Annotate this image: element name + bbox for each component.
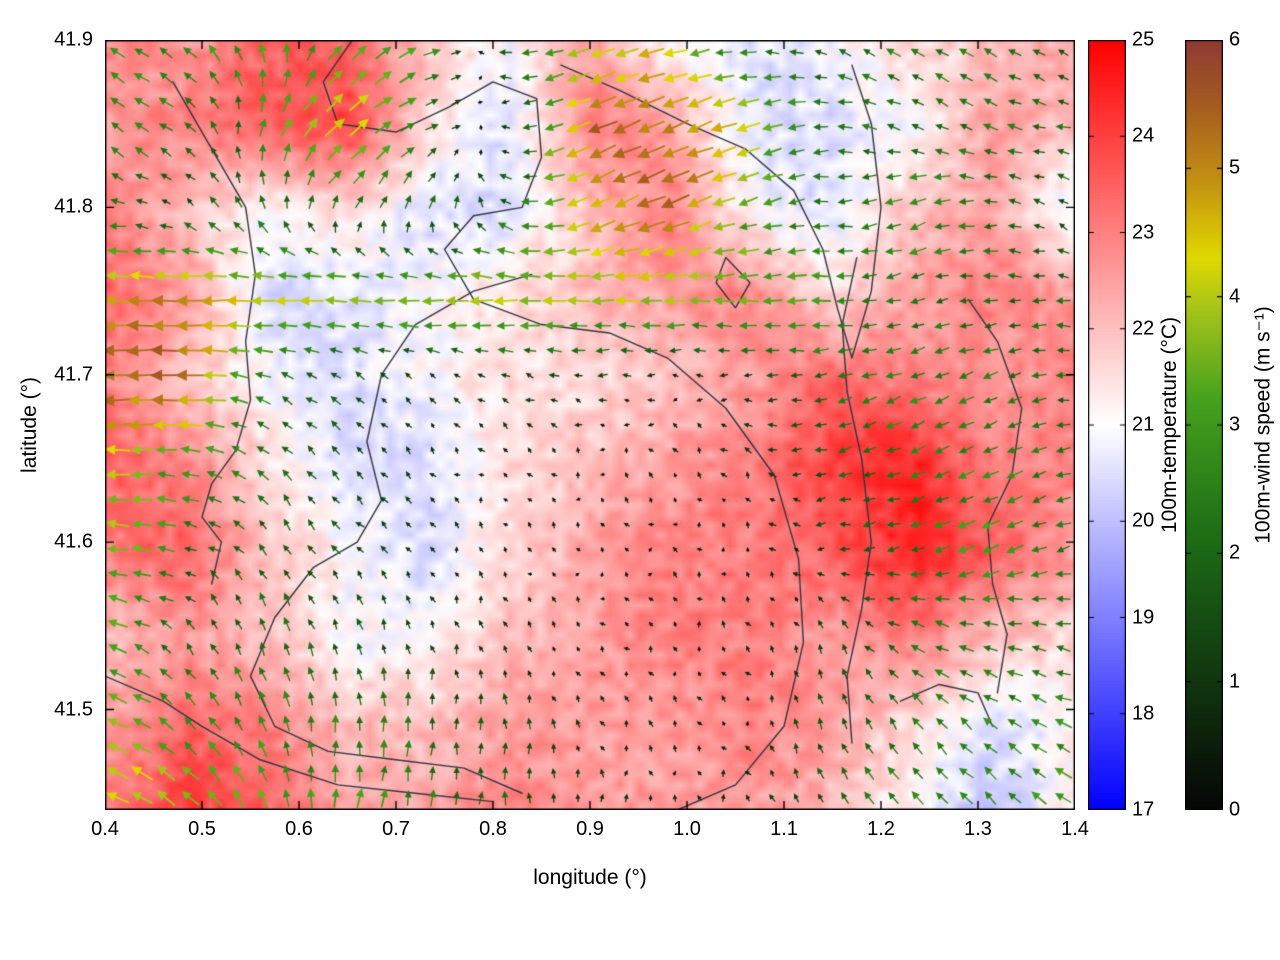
x-tick-label: 0.4 [91,818,119,840]
temperature-tick-label: 20 [1132,509,1155,532]
x-tick-label: 1.4 [1061,818,1089,840]
temperature-tick-label: 25 [1132,28,1155,51]
y-tick-labels: 41.5 41.6 41.7 41.8 41.9 [0,29,99,810]
y-tick-label: 41.9 [54,28,93,51]
x-tick-label: 0.7 [382,818,410,840]
y-tick-label: 41.8 [54,195,93,218]
y-tick-label: 41.7 [54,363,93,386]
y-axis-label: latitude (°) [18,377,41,473]
x-tick-label: 1.3 [964,818,992,840]
y-tick-label: 41.6 [54,530,93,553]
wind-tick-label: 2 [1229,541,1241,564]
temperature-colorbar-label: 100m-temperature (°C) [1158,316,1181,534]
temperature-wind-map-canvas [105,40,1075,810]
x-axis-label: longitude (°) [533,866,647,889]
x-tick-labels: 0.4 0.5 0.6 0.7 0.8 0.9 1.0 1.1 1.2 1.3 1.4 [91,818,1089,846]
x-tick-label: 0.8 [479,818,507,840]
temperature-tick-label: 18 [1132,702,1155,725]
y-tick-label: 41.5 [54,698,93,721]
temperature-tick-label: 24 [1132,124,1155,147]
temperature-tick-label: 19 [1132,606,1155,628]
temperature-colorbar [1088,40,1126,810]
x-tick-label: 1.2 [867,818,895,840]
wind-tick-label: 5 [1229,156,1241,179]
wind-speed-colorbar [1185,40,1223,810]
x-tick-label: 1.0 [673,818,701,840]
x-tick-label: 0.5 [188,818,216,840]
wind-colorbar-label: 100m-wind speed (m s⁻¹) [1251,306,1275,544]
wind-colorbar-tick-labels: 0 1 2 3 4 5 6 [1229,29,1269,821]
wind-tick-label: 3 [1229,413,1241,436]
wind-tick-label: 6 [1229,28,1241,51]
wind-tick-label: 4 [1229,285,1241,308]
wind-tick-label: 1 [1229,670,1241,693]
x-tick-label: 1.1 [770,818,798,840]
wind-tick-label: 0 [1229,798,1241,821]
temperature-tick-label: 21 [1132,413,1155,436]
temperature-tick-label: 22 [1132,317,1155,340]
x-tick-label: 0.9 [576,818,604,840]
temperature-colorbar-tick-labels: 17 18 19 20 21 22 23 24 25 [1132,29,1178,821]
temperature-tick-label: 17 [1132,798,1155,821]
temperature-tick-label: 23 [1132,221,1155,243]
x-tick-label: 0.6 [285,818,313,840]
